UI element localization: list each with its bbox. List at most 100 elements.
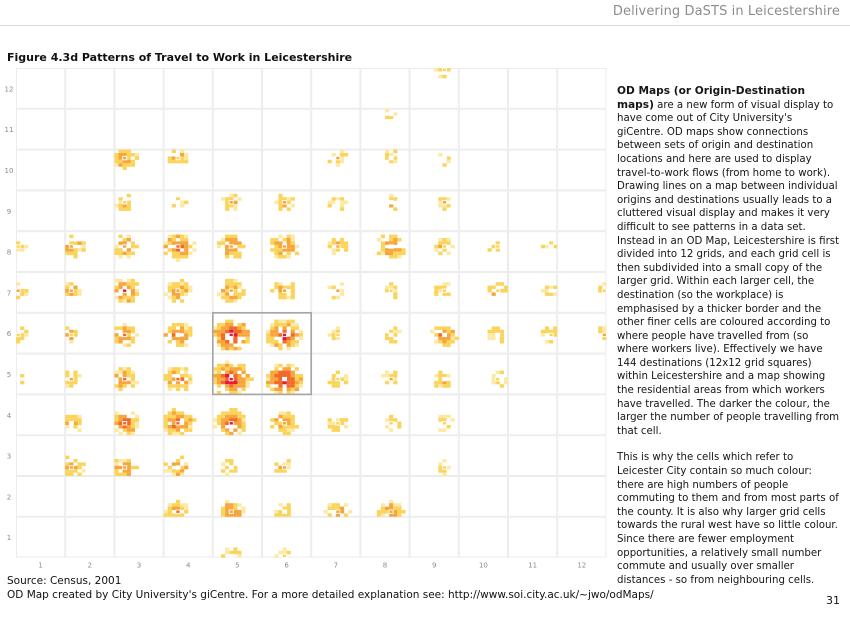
od-subcell <box>229 367 234 371</box>
od-subcell <box>122 414 127 419</box>
od-subcell <box>114 285 119 290</box>
od-subcell <box>245 329 250 334</box>
od-subcell <box>290 244 295 249</box>
od-subcell <box>266 384 271 388</box>
od-cell-frame <box>557 353 607 395</box>
od-subcell <box>171 462 176 466</box>
od-cell-frame <box>16 68 66 109</box>
od-cell-2-3 <box>114 476 164 517</box>
od-subcell <box>229 510 234 514</box>
od-subcell <box>118 421 123 426</box>
od-subcell <box>188 421 193 426</box>
od-subcell <box>73 329 78 334</box>
od-subcell <box>77 465 82 470</box>
od-cell-frame <box>557 476 607 517</box>
od-subcell <box>327 204 332 208</box>
od-cell-frame <box>16 190 66 232</box>
od-cell-7-1 <box>15 272 66 313</box>
od-subcell <box>274 241 279 245</box>
od-subcell <box>495 370 500 375</box>
od-cell-9-3 <box>114 190 164 232</box>
od-subcell <box>192 418 197 422</box>
od-cell-4-12 <box>557 394 607 436</box>
od-subcell <box>274 326 279 330</box>
od-subcell <box>385 506 390 511</box>
od-cell-frame <box>508 231 558 272</box>
od-subcell <box>130 241 135 245</box>
od-subcell <box>553 326 558 330</box>
od-cell-11-9 <box>409 108 459 150</box>
od-subcell <box>126 278 131 283</box>
od-subcell <box>171 238 176 242</box>
od-subcell <box>491 374 496 378</box>
od-subcell <box>163 333 168 337</box>
od-subcell <box>397 513 402 517</box>
od-subcell <box>73 418 78 422</box>
od-subcell <box>171 248 176 252</box>
od-subcell <box>216 384 222 388</box>
destination-marker <box>282 376 288 382</box>
od-subcell <box>290 197 295 201</box>
od-subcell <box>438 340 443 344</box>
od-subcell <box>69 234 74 239</box>
od-subcell <box>221 197 226 201</box>
od-subcell <box>175 367 181 371</box>
credit-line: OD Map created by City University's giCe… <box>7 589 654 601</box>
od-subcell <box>175 421 181 426</box>
destination-marker <box>175 332 181 338</box>
od-cell-3-8 <box>360 435 410 477</box>
od-subcell <box>339 204 345 208</box>
od-subcell <box>171 333 176 337</box>
destination-marker <box>228 244 234 249</box>
od-subcell <box>126 459 131 463</box>
od-subcell <box>389 204 394 208</box>
od-subcell <box>401 251 406 256</box>
od-subcell <box>389 377 394 381</box>
od-subcell <box>274 285 279 290</box>
od-subcell <box>290 363 295 368</box>
od-cell-frame <box>557 435 607 477</box>
od-cell-frame <box>557 516 607 558</box>
od-subcell <box>221 292 226 296</box>
od-subcell <box>175 459 181 463</box>
od-subcell <box>434 326 439 330</box>
od-subcell <box>184 510 189 514</box>
od-subcell <box>225 374 230 378</box>
od-subcell <box>114 414 119 419</box>
od-subcell <box>393 295 398 300</box>
od-subcell <box>380 251 386 256</box>
od-subcell <box>544 285 550 290</box>
od-subcell <box>286 319 291 324</box>
od-subcell <box>491 336 496 341</box>
od-cell-7-2 <box>65 272 115 313</box>
od-subcell <box>278 343 283 347</box>
od-cell-3-5 <box>212 435 263 477</box>
od-cell-6-12 <box>557 312 607 354</box>
od-subcell <box>114 384 119 388</box>
od-subcell <box>278 289 283 293</box>
od-subcell <box>393 248 398 252</box>
od-subcell <box>229 248 234 252</box>
od-subcell <box>233 241 238 245</box>
od-subcell <box>438 241 443 245</box>
od-subcell <box>184 387 189 392</box>
od-subcell <box>171 472 176 477</box>
od-subcell <box>122 289 127 293</box>
od-subcell <box>397 425 402 429</box>
od-subcell <box>286 425 291 429</box>
od-subcell <box>167 510 172 514</box>
od-subcell <box>171 295 176 300</box>
od-subcell <box>114 411 119 415</box>
destination-marker <box>122 200 128 205</box>
od-subcell <box>163 425 168 429</box>
od-subcell <box>118 200 123 205</box>
od-subcell <box>221 238 226 242</box>
od-subcell <box>282 292 287 296</box>
od-subcell <box>180 336 185 341</box>
od-cell-4-8 <box>360 394 410 436</box>
od-subcell <box>376 251 381 256</box>
od-cell-12-4 <box>163 68 213 109</box>
od-subcell <box>290 336 295 341</box>
od-subcell <box>270 336 275 341</box>
od-subcell <box>171 384 176 388</box>
